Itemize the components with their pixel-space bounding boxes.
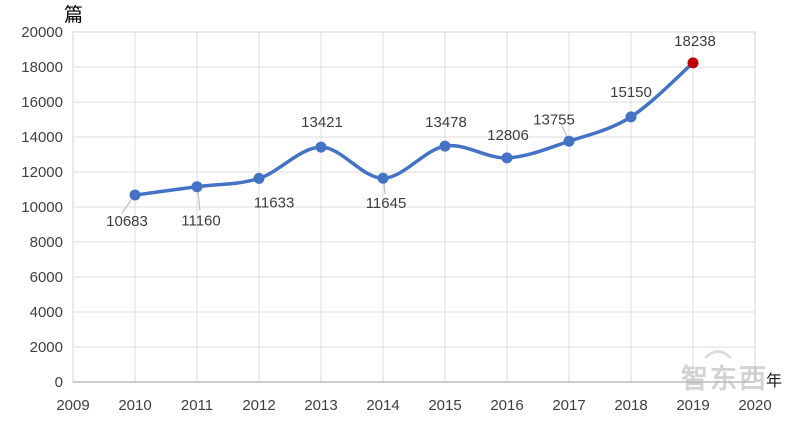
x-tick-label: 2019 [676,397,709,414]
data-label-leader-line [121,199,132,214]
y-tick-label: 12000 [21,164,63,181]
y-tick-label: 14000 [21,129,63,146]
y-tick-label: 16000 [21,94,63,111]
y-tick-label: 8000 [30,234,63,251]
series-line [133,61,695,197]
y-tick-label: 20000 [21,24,63,41]
data-point-marker [563,135,575,147]
y-tick-label: 4000 [30,304,63,321]
x-tick-label: 2015 [428,397,461,414]
y-tick-label: 10000 [21,199,63,216]
x-tick-label: 2011 [181,397,213,414]
data-point-marker [191,181,203,193]
data-label: 10683 [106,213,148,230]
y-tick-label: 18000 [21,59,63,76]
data-label-leader-line [197,191,201,211]
x-axis-unit-label: 年 [766,373,783,390]
y-tick-label: 2000 [30,339,63,356]
x-tick-label: 2009 [56,397,89,414]
data-label: 11633 [254,194,295,211]
x-tick-label: 2020 [738,397,771,414]
data-label: 15150 [610,84,652,101]
data-label: 18238 [674,33,716,50]
data-point-marker [625,111,637,123]
x-tick-label: 2012 [242,397,275,414]
watermark: 智东西 [681,350,768,396]
data-label: 12806 [487,127,529,144]
x-tick-label: 2018 [614,397,647,414]
x-tick-label: 2017 [552,397,585,414]
x-tick-label: 2010 [118,397,151,414]
y-axis-unit-label: 篇 [64,5,84,26]
data-label: 11645 [366,195,407,212]
data-point-marker [253,172,265,184]
y-tick-label: 0 [55,374,63,391]
data-label: 13755 [533,111,575,128]
data-label-leader-line [561,126,568,137]
data-label: 11160 [181,213,221,230]
x-tick-label: 2014 [366,397,399,414]
data-point-marker [129,189,141,201]
data-point-marker [501,152,513,164]
data-point-marker-highlight [687,57,699,69]
data-point-marker [315,141,327,153]
watermark-text: 智东西 [681,364,768,394]
data-label: 13478 [425,114,467,131]
y-tick-label: 6000 [30,269,63,286]
data-label-leader-line [383,182,386,195]
watermark-arc-icon [704,350,732,359]
x-tick-label: 2013 [304,397,337,414]
data-point-marker [439,140,451,152]
x-tick-label: 2016 [490,397,523,414]
data-point-marker [377,172,389,184]
data-label: 13421 [301,114,343,131]
